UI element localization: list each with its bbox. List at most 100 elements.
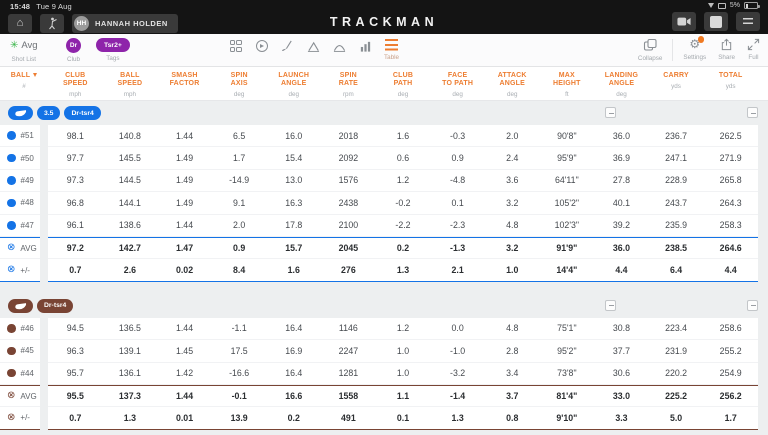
stats-view-button[interactable] xyxy=(358,39,373,53)
user-profile-button[interactable]: HH HANNAH HOLDEN xyxy=(72,13,178,33)
column-header-spin-rate[interactable]: SPIN RATE rpm xyxy=(321,72,376,100)
table-row[interactable]: ⊗ +/- 0.7 1.3 0.01 13.9 0.2 491 0.1 1.3 0.8 9'10" 3.… xyxy=(0,407,768,430)
column-header-launch-angle[interactable]: LAUNCH ANGLE deg xyxy=(266,72,321,100)
row-label: +/- xyxy=(20,413,30,423)
golf-club-icon xyxy=(282,40,292,51)
value-cell: 16.9 xyxy=(285,345,303,356)
column-header-club-speed[interactable]: CLUB SPEED mph xyxy=(48,72,103,100)
value-cell: 0.7 xyxy=(69,412,82,423)
row-values: 96.3 139.1 1.45 17.5 16.9 2247 1.0 -1.0 2.8 95'2"… xyxy=(48,340,758,363)
value-cell: 1.42 xyxy=(175,368,194,379)
share-button[interactable]: Share xyxy=(718,38,735,61)
table-row[interactable]: ⊗ AVG 97.2 142.7 1.47 0.9 15.7 2045 0.2 -1.3 3.2 91… xyxy=(0,236,768,260)
table-row[interactable]: #44 95.7 136.1 1.42 -16.6 16.4 1281 1.0 -3.2 3.4 7… xyxy=(0,362,768,385)
row-ball-cell: ⊗ AVG xyxy=(0,236,40,260)
tiles-view-button[interactable] xyxy=(228,39,243,53)
table-row[interactable]: ⊗ AVG 95.5 137.3 1.44 -0.1 16.6 1558 1.1 -1.4 3.7 8… xyxy=(0,384,768,408)
tags-filter[interactable]: Tsr2+ Tags xyxy=(96,38,130,62)
ball-column-label: BALL xyxy=(10,72,31,79)
network-icon xyxy=(707,3,714,8)
home-button[interactable]: ⌂ xyxy=(8,13,32,33)
value-cell: 95'9" xyxy=(557,153,577,164)
value-cell: 1.7 xyxy=(724,412,737,423)
collapse-group-button[interactable] xyxy=(747,107,758,118)
table-row[interactable]: #50 97.7 145.5 1.49 1.7 15.4 2092 0.6 0.9 2.4 95'9… xyxy=(0,147,768,170)
tag-badge[interactable]: Dr-tsr4 xyxy=(37,298,74,313)
trajectory-view-button[interactable] xyxy=(332,39,347,53)
collapse-group-button[interactable] xyxy=(605,299,616,311)
tag-badge[interactable]: 3.5 xyxy=(37,106,61,120)
collapse-group-button[interactable] xyxy=(747,299,758,311)
collapse-group-button[interactable] xyxy=(605,107,616,118)
value-cell: 33.0 xyxy=(612,391,631,402)
table-row[interactable]: #49 97.3 144.5 1.49 -14.9 13.0 1576 1.2 -4.8 3.6 6… xyxy=(0,169,768,193)
value-cell: 4.8 xyxy=(506,220,519,231)
group-header-bar: 3.5 Dr-tsr4 xyxy=(0,101,768,125)
table-row[interactable]: #46 94.5 136.5 1.44 -1.1 16.4 1146 1.2 0.0 4.8 75'… xyxy=(0,317,768,341)
swing-mode-button[interactable] xyxy=(40,13,64,33)
value-cell: 0.0 xyxy=(451,323,464,334)
value-cell: 238.5 xyxy=(665,243,688,254)
value-cell: 0.2 xyxy=(396,243,410,254)
value-cell: 1.0 xyxy=(396,368,410,379)
column-header-total[interactable]: TOTAL yds xyxy=(703,72,758,100)
apps-grid-icon xyxy=(710,15,722,28)
battery-percent: 5% xyxy=(729,2,740,9)
value-cell: 1.2 xyxy=(396,175,410,186)
value-cell: 1146 xyxy=(338,323,358,334)
column-header-attack-angle[interactable]: ATTACK ANGLE deg xyxy=(485,72,540,100)
settings-button[interactable]: ⚙ Settings xyxy=(683,36,706,61)
table-row[interactable]: ⊗ +/- 0.7 2.6 0.02 8.4 1.6 276 1.3 2.1 1.0 14'4" 4.4… xyxy=(0,259,768,282)
table-row[interactable]: #45 96.3 139.1 1.45 17.5 16.9 2247 1.0 -1.0 2.8 95… xyxy=(0,340,768,363)
value-cell: 1576 xyxy=(338,175,359,186)
column-header-unit: yds xyxy=(725,83,736,90)
table-view-button[interactable]: Table xyxy=(384,39,399,61)
table-row[interactable]: #48 96.8 144.1 1.49 9.1 16.3 2438 -0.2 0.1 3.2 105… xyxy=(0,192,768,215)
table-row[interactable]: #47 96.1 138.6 1.44 2.0 17.8 2100 -2.2 -2.3 4.8 10… xyxy=(0,214,768,237)
video-view-button[interactable] xyxy=(254,39,269,53)
column-header-carry[interactable]: CARRY yds xyxy=(649,72,704,100)
value-cell: 8.4 xyxy=(233,265,246,276)
column-header-spin-axis[interactable]: SPIN AXIS deg xyxy=(212,72,267,100)
value-cell: 30.8 xyxy=(612,323,631,334)
value-cell: 1.7 xyxy=(233,153,246,164)
collapse-all-button[interactable]: Collapse xyxy=(638,38,662,62)
value-cell: 15.4 xyxy=(285,153,303,164)
value-cell: 3.3 xyxy=(615,412,628,423)
row-label: #47 xyxy=(20,220,34,230)
shot-list-filter[interactable]: ✳ Avg Shot List xyxy=(10,38,38,63)
tag-badge[interactable]: Dr-tsr4 xyxy=(64,106,101,120)
column-header-landing-angle[interactable]: LANDING ANGLE deg xyxy=(594,72,649,100)
fullscreen-button[interactable]: Full xyxy=(747,38,760,61)
value-cell: 136.5 xyxy=(118,323,141,334)
club-type-pill[interactable] xyxy=(8,298,33,313)
value-cell: 6.4 xyxy=(669,265,683,276)
column-header-club-path[interactable]: CLUB PATH deg xyxy=(376,72,431,100)
camera-button[interactable] xyxy=(672,12,696,31)
column-header-ball[interactable]: BALL # xyxy=(0,72,48,100)
value-cell: 0.1 xyxy=(396,412,410,423)
column-header-unit: deg xyxy=(616,91,627,98)
value-cell: 2.0 xyxy=(506,130,519,141)
value-cell: 2092 xyxy=(338,153,359,164)
battery-icon xyxy=(744,2,760,9)
row-ball-cell: ⊗ +/- xyxy=(0,259,40,282)
column-header-label: LAUNCH ANGLE xyxy=(278,72,310,87)
menu-button[interactable] xyxy=(736,12,760,31)
club-filter[interactable]: Dr Club xyxy=(66,38,81,63)
value-cell: 0.6 xyxy=(396,153,410,164)
club-data-view-button[interactable] xyxy=(280,39,295,53)
club-type-pill[interactable] xyxy=(8,106,33,120)
value-cell: 1.49 xyxy=(175,197,194,208)
value-cell: 2.0 xyxy=(233,220,246,231)
column-header-unit: deg xyxy=(288,91,300,98)
launch-view-button[interactable] xyxy=(306,39,321,53)
column-header-ball-speed[interactable]: BALL SPEED mph xyxy=(103,72,158,100)
column-header-smash-factor[interactable]: SMASH FACTOR xyxy=(157,72,212,100)
column-header-max-height[interactable]: MAX HEIGHT ft xyxy=(540,72,595,100)
table-row[interactable]: #51 98.1 140.8 1.44 6.5 16.0 2018 1.6 -0.3 2.0 90'… xyxy=(0,125,768,148)
apps-button[interactable] xyxy=(704,12,728,31)
value-cell: 3.2 xyxy=(506,197,519,208)
shot-dot-icon xyxy=(7,346,16,356)
column-header-face-to-path[interactable]: FACE TO PATH deg xyxy=(430,72,485,100)
